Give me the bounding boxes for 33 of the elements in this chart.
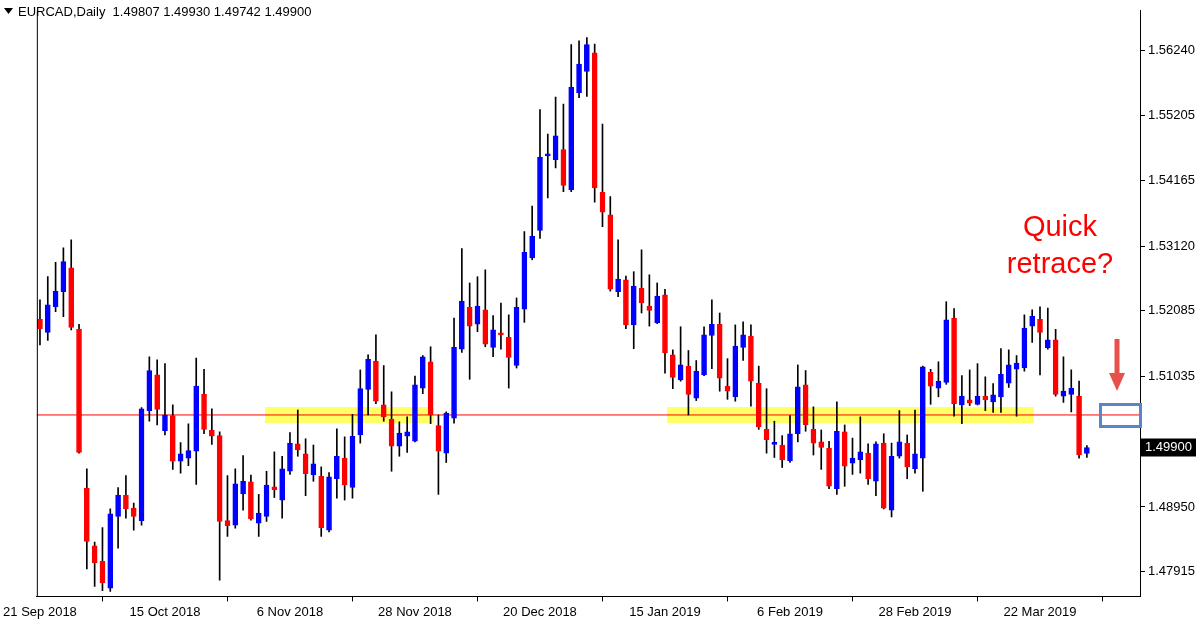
x-tick-label: 28 Feb 2019: [878, 603, 952, 619]
x-tick-label: 6 Feb 2019: [757, 603, 823, 619]
y-tick-label: 1.56240: [1148, 42, 1196, 58]
y-tick-label: 1.48950: [1148, 498, 1196, 514]
annotation: Quick retrace?: [1005, 209, 1115, 281]
candlestick: [240, 455, 246, 511]
chart-title: EURCAD,Daily 1.49807 1.49930 1.49742 1.49900: [18, 4, 312, 19]
candlestick: [255, 494, 262, 537]
x-tick-label: 6 Nov 2018: [256, 603, 324, 619]
candlestick: [162, 363, 168, 436]
candlestick: [404, 416, 410, 453]
y-tick-label: 1.47915: [1148, 563, 1196, 579]
candlestick: [990, 383, 996, 413]
text: 1.49900: [1145, 439, 1193, 455]
x-tick-label: 21 Sep 2018: [3, 603, 77, 619]
candlestick: [1068, 369, 1075, 413]
x-tick-label: 22 Mar 2019: [1003, 603, 1077, 619]
y-tick-label: 1.51035: [1148, 368, 1196, 384]
y-tick-label: 1.52085: [1148, 302, 1196, 318]
x-tick-label: 28 Nov 2018: [378, 603, 452, 619]
y-tick-label: 1.54165: [1148, 172, 1196, 188]
candlestick: [1037, 306, 1043, 376]
y-tick-label: 1.53120: [1148, 237, 1196, 253]
candlestick: [959, 375, 965, 425]
candlestick: [857, 416, 864, 474]
x-tick-label: 15 Jan 2019: [629, 603, 701, 619]
x-tick-label: 15 Oct 2018: [129, 603, 201, 619]
candlestick: [818, 429, 825, 470]
candlestick: [615, 239, 621, 298]
y-tick-label: 1.55205: [1148, 107, 1196, 123]
candlestick: [1044, 307, 1051, 350]
x-tick-label: 20 Dec 2018: [503, 603, 577, 619]
candlestick: [709, 299, 715, 369]
